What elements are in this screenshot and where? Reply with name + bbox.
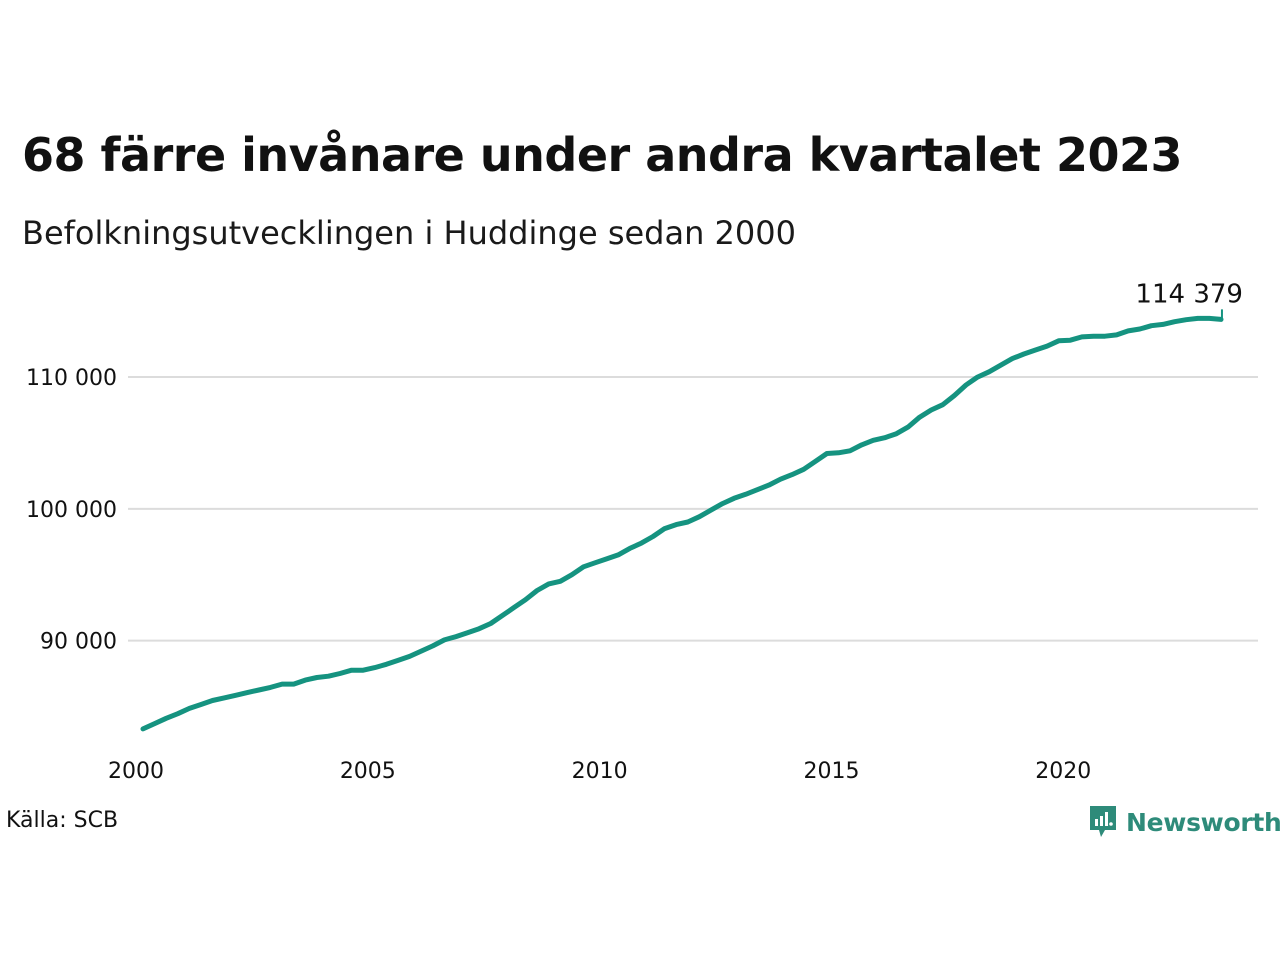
x-tick-label: 2020 [1035,759,1091,784]
x-tick-label: 2010 [572,759,628,784]
x-tick-label: 2015 [803,759,859,784]
chart-bubble-icon [1090,806,1116,837]
grid-lines [128,376,1258,642]
brand-logo: Newsworthy [1088,804,1280,840]
chart-subtitle: Befolkningsutvecklingen i Huddinge sedan… [22,214,796,252]
series-layer: 114 379 [140,279,1243,732]
y-tick-label: 100 000 [26,498,117,523]
axis-tick-labels: 90 000 100 000 110 000 2000 2005 2010 2015 2020 [26,366,1091,784]
chart-title: 68 färre invånare under andra kvartalet … [22,128,1183,182]
y-tick-label: 90 000 [40,630,117,655]
end-value-label: 114 379 [1135,279,1243,309]
brand-name: Newsworthy [1126,807,1280,837]
x-tick-label: 2005 [340,759,396,784]
source-note: Källa: SCB [6,808,119,833]
x-tick-label: 2000 [108,759,164,784]
y-tick-label: 110 000 [26,366,117,391]
series-line [140,315,1224,732]
